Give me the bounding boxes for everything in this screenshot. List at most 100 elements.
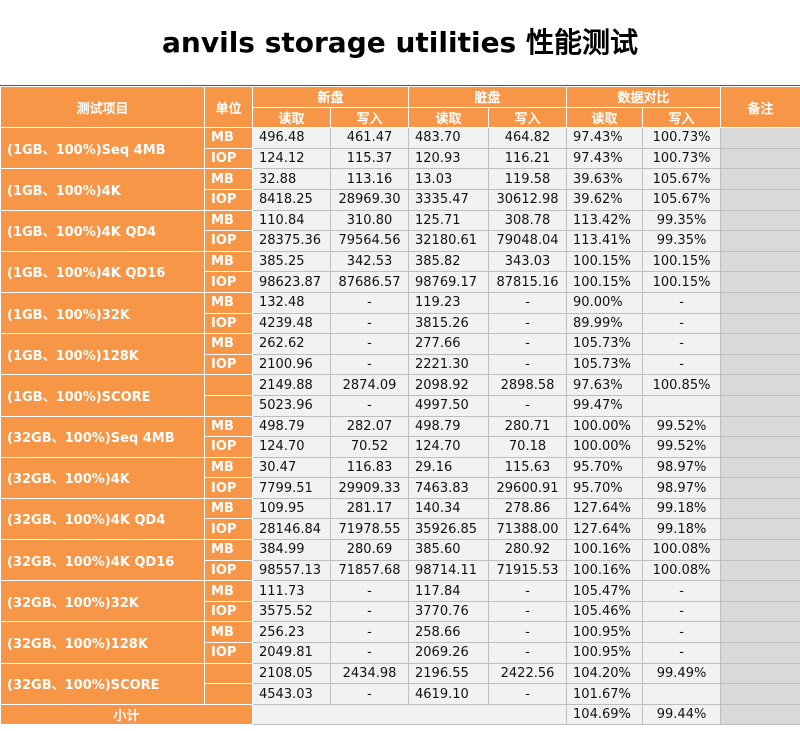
new-write-cell: 342.53 xyxy=(329,250,410,273)
table-row: (32GB、100%)4K QD4 MB 109.95 281.17 140.34 278… xyxy=(0,497,800,541)
compare-read-cell: 100.95% xyxy=(566,621,644,644)
new-read-cell: 32.88 xyxy=(252,168,331,190)
new-write-cell: 2434.98 xyxy=(329,662,410,685)
test-item-label: (32GB、100%)4K QD4 xyxy=(0,497,205,541)
dirty-read-cell: 117.84 xyxy=(408,580,490,602)
compare-read-cell: 90.00% xyxy=(566,291,644,314)
new-write-cell: - xyxy=(329,600,410,623)
dirty-read-cell: 385.82 xyxy=(408,250,490,273)
new-write-cell: 281.17 xyxy=(329,497,410,520)
compare-read-cell: 113.41% xyxy=(566,230,644,252)
subtotal-row: 小计 104.69% 99.44% xyxy=(0,703,800,726)
dirty-write-cell: 119.58 xyxy=(488,168,568,190)
dirty-write-cell: 79048.04 xyxy=(488,230,568,252)
new-write-cell: - xyxy=(329,353,410,376)
compare-write-cell: 98.97% xyxy=(642,477,722,499)
unit-cell: MB xyxy=(204,456,253,479)
dirty-write-cell: 71915.53 xyxy=(488,559,568,582)
new-read-cell: 3575.52 xyxy=(252,600,331,623)
table-row: (32GB、100%)128K MB 256.23-258.66-100.95% - xyxy=(0,621,800,664)
note-cell xyxy=(720,662,800,685)
compare-write-cell: 100.08% xyxy=(642,559,722,582)
new-read-cell: 498.79 xyxy=(252,415,331,438)
dirty-read-cell: 2069.26 xyxy=(408,642,490,664)
table-row: 4543.03-4619.10-101.67% xyxy=(1,683,800,705)
note-cell xyxy=(720,436,800,458)
compare-write-cell: 99.52% xyxy=(642,415,722,438)
unit-cell: MB xyxy=(204,291,253,314)
compare-write-cell: 98.97% xyxy=(642,456,722,479)
compare-write-cell: 99.35% xyxy=(642,230,722,252)
header-dirty-read: 读取 xyxy=(408,106,490,129)
dirty-read-cell: 3815.26 xyxy=(408,312,490,335)
compare-write-cell: 105.67% xyxy=(642,168,722,190)
dirty-write-cell: 2898.58 xyxy=(488,374,568,396)
new-write-cell: - xyxy=(329,683,410,705)
dirty-read-cell: 2221.30 xyxy=(408,353,490,376)
new-read-cell: 256.23 xyxy=(252,621,331,644)
compare-write-cell: 99.52% xyxy=(642,436,722,458)
header-new-write: 写入 xyxy=(329,106,410,129)
dirty-read-cell: 120.93 xyxy=(408,147,490,170)
dirty-write-cell: 343.03 xyxy=(488,250,568,273)
new-write-cell: 71978.55 xyxy=(329,518,410,541)
header-dirty-disk: 脏盘 xyxy=(408,86,568,108)
header-row-1: 测试项目 单位 新盘 脏盘 数据对比 备注 xyxy=(0,85,800,129)
subtotal-label: 小计 xyxy=(0,703,253,726)
table-row: IOP 28375.36 79564.56 32180.61 79048.04 113.4… xyxy=(1,230,800,252)
subtotal-write: 99.44% xyxy=(642,703,722,726)
unit-cell xyxy=(204,683,253,705)
compare-read-cell: 97.43% xyxy=(566,147,644,170)
new-write-cell: - xyxy=(329,333,410,355)
new-write-cell: 79564.56 xyxy=(329,230,410,252)
unit-cell: MB xyxy=(204,168,253,190)
dirty-read-cell: 385.60 xyxy=(408,539,490,561)
header-new-disk: 新盘 xyxy=(251,86,410,108)
table-row: (32GB、100%)32K MB 111.73-117.84-105.47% - xyxy=(0,580,800,623)
new-read-cell: 98557.13 xyxy=(252,559,331,582)
new-read-cell: 4239.48 xyxy=(252,312,331,335)
unit-cell: IOP xyxy=(204,477,253,499)
compare-read-cell: 97.43% xyxy=(566,127,644,149)
compare-read-cell: 89.99% xyxy=(566,312,644,335)
dirty-read-cell: 98714.11 xyxy=(408,559,490,582)
note-cell xyxy=(720,580,800,602)
unit-cell: IOP xyxy=(204,559,253,582)
compare-write-cell: 99.35% xyxy=(642,209,722,232)
test-item-label: (32GB、100%)4K QD16 xyxy=(0,539,205,582)
note-cell xyxy=(720,497,800,520)
note-cell xyxy=(720,394,800,417)
note-cell xyxy=(720,147,800,170)
new-write-cell: - xyxy=(329,394,410,417)
note-cell xyxy=(720,642,800,664)
new-read-cell: 109.95 xyxy=(252,497,331,520)
compare-write-cell: - xyxy=(642,353,722,376)
test-item-label: (1GB、100%)32K xyxy=(0,291,205,335)
compare-write-cell: - xyxy=(642,621,722,644)
new-read-cell: 124.70 xyxy=(252,436,331,458)
compare-write-cell: - xyxy=(642,333,722,355)
new-write-cell: 29909.33 xyxy=(329,477,410,499)
note-cell xyxy=(720,559,800,582)
new-read-cell: 8418.25 xyxy=(252,188,331,211)
dirty-read-cell: 98769.17 xyxy=(408,271,490,293)
table-row: IOP 28146.84 71978.55 35926.85 71388.00 127.6… xyxy=(1,518,800,541)
compare-write-cell: - xyxy=(642,600,722,623)
table-row: (32GB、100%)4K QD16 MB 384.99 280.69 385.60 28… xyxy=(0,539,800,582)
compare-read-cell: 104.20% xyxy=(566,662,644,685)
compare-write-cell: - xyxy=(642,312,722,335)
unit-cell xyxy=(204,394,253,417)
dirty-write-cell: 280.92 xyxy=(488,539,568,561)
dirty-write-cell: - xyxy=(488,642,568,664)
test-item-label: (32GB、100%)Seq 4MB xyxy=(0,415,205,458)
new-write-cell: - xyxy=(329,642,410,664)
unit-cell: MB xyxy=(204,209,253,232)
unit-cell: MB xyxy=(204,497,253,520)
note-cell xyxy=(720,168,800,190)
new-write-cell: 115.37 xyxy=(329,147,410,170)
dirty-read-cell: 2098.92 xyxy=(408,374,490,396)
dirty-write-cell: 2422.56 xyxy=(488,662,568,685)
table-body: (1GB、100%)Seq 4MB MB 496.48 461.47 483.70 464… xyxy=(0,127,800,705)
compare-read-cell: 105.47% xyxy=(566,580,644,602)
new-read-cell: 28146.84 xyxy=(252,518,331,541)
